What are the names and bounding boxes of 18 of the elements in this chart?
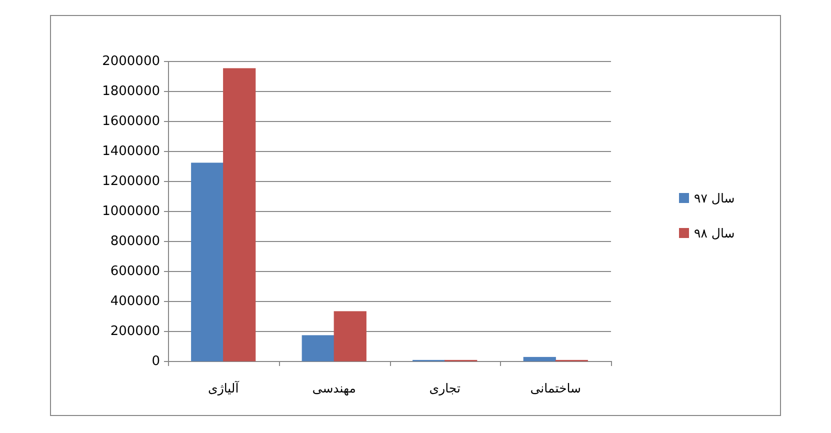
y-tick-label: 1400000	[102, 144, 160, 159]
y-tick-label: 200000	[110, 324, 160, 339]
y-tick-label: 1000000	[102, 204, 160, 219]
y-tick-label: 1200000	[102, 174, 160, 189]
y-tick-label: 2000000	[102, 54, 160, 69]
x-tick-label: ساختمانی	[530, 380, 581, 396]
x-tick-label: تجاری	[429, 380, 461, 396]
y-tick-label: 400000	[110, 294, 160, 309]
y-tick-label: 0	[152, 354, 160, 369]
x-tick-label: آلیاژی	[208, 380, 240, 396]
x-tick-label: مهندسی	[312, 380, 356, 396]
legend-label: سال ۹۷	[694, 190, 735, 206]
y-tick-label: 600000	[110, 264, 160, 279]
legend: سال ۹۷ سال ۹۸	[679, 190, 735, 240]
y-tick-label: 1600000	[102, 114, 160, 129]
y-tick-label: 800000	[110, 234, 160, 249]
y-tick-label: 1800000	[102, 84, 160, 99]
legend-label: سال ۹۸	[694, 226, 735, 240]
